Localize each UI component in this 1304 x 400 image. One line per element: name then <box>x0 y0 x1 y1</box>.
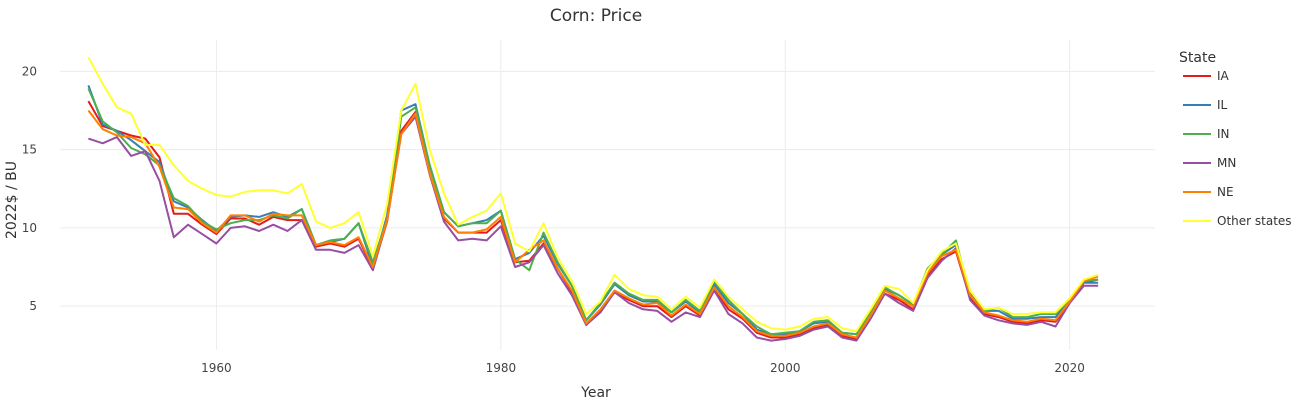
y-axis-ticks: 5 10 15 20 <box>22 64 37 313</box>
legend-item-other-states[interactable]: Other states <box>1183 214 1292 228</box>
series-line-ne <box>87 109 1099 339</box>
x-axis-ticks: 1960 1980 2000 2020 <box>201 361 1085 375</box>
y-tick-label: 5 <box>29 299 37 313</box>
series-line-ia <box>87 100 1099 340</box>
legend-label: NE <box>1217 185 1234 199</box>
series-lines <box>87 56 1099 342</box>
series-line-other-states <box>87 56 1099 333</box>
y-tick-label: 15 <box>22 143 37 157</box>
legend-item-ia[interactable]: IA <box>1183 69 1230 83</box>
legend-label: Other states <box>1217 214 1292 228</box>
x-axis-title: Year <box>580 385 611 400</box>
grid <box>60 40 1155 350</box>
legend-item-il[interactable]: IL <box>1183 98 1228 112</box>
chart-title: Corn: Price <box>550 6 642 26</box>
y-tick-label: 20 <box>22 64 37 78</box>
legend[interactable]: IA IL IN MN NE Other states <box>1183 69 1292 228</box>
legend-label: IL <box>1217 98 1228 112</box>
legend-label: IN <box>1217 127 1230 141</box>
legend-label: MN <box>1217 156 1236 170</box>
legend-label: IA <box>1217 69 1230 83</box>
series-line-in <box>87 88 1099 336</box>
series-line-il <box>87 85 1099 336</box>
series-line-mn <box>88 115 1099 342</box>
legend-title: State <box>1179 50 1216 66</box>
x-tick-label: 1980 <box>486 361 517 375</box>
x-tick-label: 2000 <box>770 361 801 375</box>
legend-item-in[interactable]: IN <box>1183 127 1230 141</box>
legend-item-mn[interactable]: MN <box>1183 156 1236 170</box>
x-tick-label: 1960 <box>201 361 232 375</box>
x-tick-label: 2020 <box>1054 361 1085 375</box>
y-tick-label: 10 <box>22 221 37 235</box>
y-axis-title: 2022$ / BU <box>4 161 20 239</box>
legend-item-ne[interactable]: NE <box>1183 185 1234 199</box>
